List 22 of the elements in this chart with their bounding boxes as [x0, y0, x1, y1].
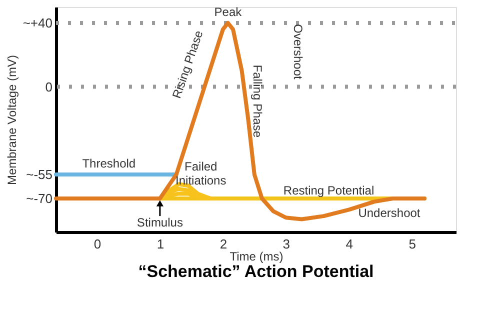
y-tick-label: ~+40 [22, 15, 52, 30]
annotation: Stimulus [136, 215, 183, 230]
y-tick-label: ~-55 [26, 167, 52, 182]
annotation: Failed Initiations [176, 160, 226, 188]
y-tick-label: ~-70 [26, 190, 52, 206]
text: “Schematic” Action Potential [138, 262, 374, 281]
annotation: Peak [214, 4, 243, 19]
y-axis-title: Membrane Voltage (mV) [4, 54, 19, 186]
annotation: Overshoot [290, 24, 305, 80]
y-tick-label: 0 [45, 79, 52, 94]
x-tick-label: 4 [346, 236, 354, 252]
x-tick-label: 3 [282, 236, 290, 252]
annotation: Falling Phase [250, 64, 265, 138]
x-tick-label: 0 [94, 236, 102, 252]
annotation: Undershoot [358, 206, 421, 220]
annotation: Threshold [82, 156, 136, 170]
x-tick-label: 1 [156, 236, 164, 252]
x-tick-label: 2 [220, 236, 228, 252]
annotation: Rising Phase [170, 28, 206, 100]
x-axis-title: Time (ms) [230, 250, 284, 264]
annotation: Resting Potential [283, 184, 374, 198]
x-tick-label: 5 [408, 236, 416, 252]
